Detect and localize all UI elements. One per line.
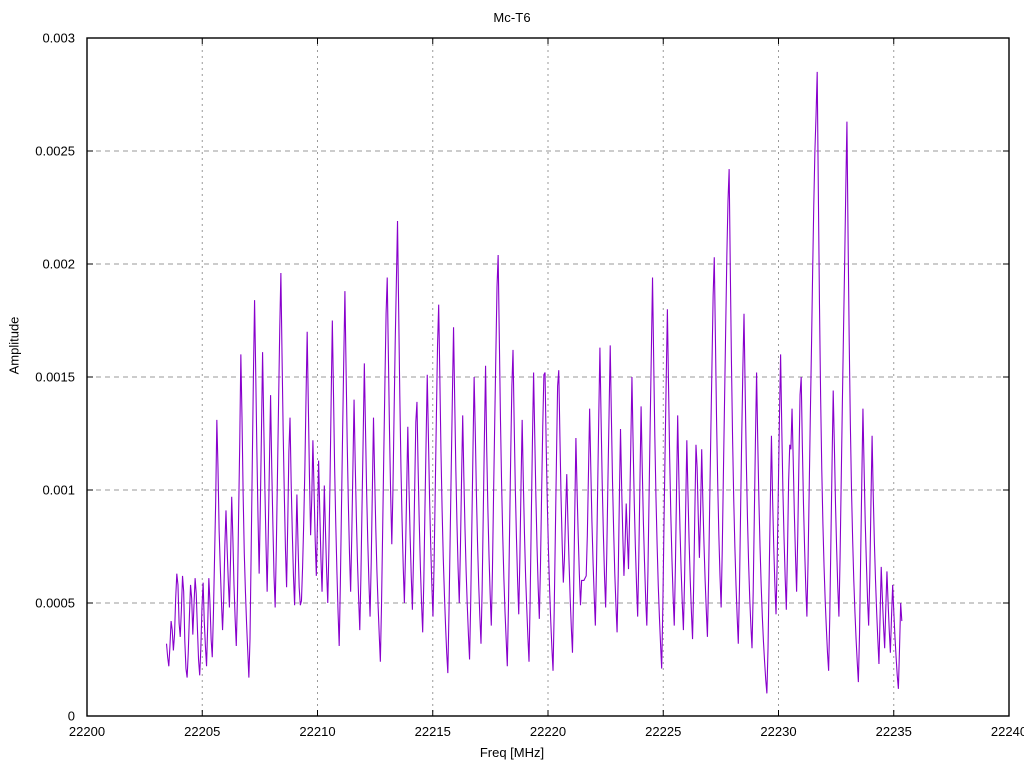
x-tick-label: 22205	[184, 724, 221, 739]
y-tick-label: 0.0025	[35, 143, 75, 159]
x-tick-label: 22230	[760, 724, 797, 739]
x-tick-label: 22235	[875, 724, 912, 739]
grid-lines	[87, 37, 1009, 716]
x-tick-label: 22215	[414, 724, 451, 739]
y-tick-label: 0.001	[42, 482, 75, 498]
x-axis-label: Freq [MHz]	[479, 745, 545, 760]
chart-title: Mc-T6	[493, 10, 531, 25]
y-tick-label: 0.002	[42, 256, 75, 272]
plot-frame	[86, 37, 1010, 717]
y-tick-label: 0.003	[42, 30, 75, 46]
data-series-layer	[165, 71, 903, 694]
x-tick-label: 22200	[68, 724, 106, 739]
x-tick-label: 22240	[990, 724, 1024, 739]
y-tick-label: 0	[67, 708, 75, 724]
x-tick-label: 22225	[645, 724, 682, 739]
y-tick-label: 0.0015	[35, 369, 75, 385]
y-tick-label: 0.0005	[35, 595, 75, 611]
x-tick-label: 22220	[529, 724, 567, 739]
x-tick-label: 22210	[299, 724, 336, 739]
